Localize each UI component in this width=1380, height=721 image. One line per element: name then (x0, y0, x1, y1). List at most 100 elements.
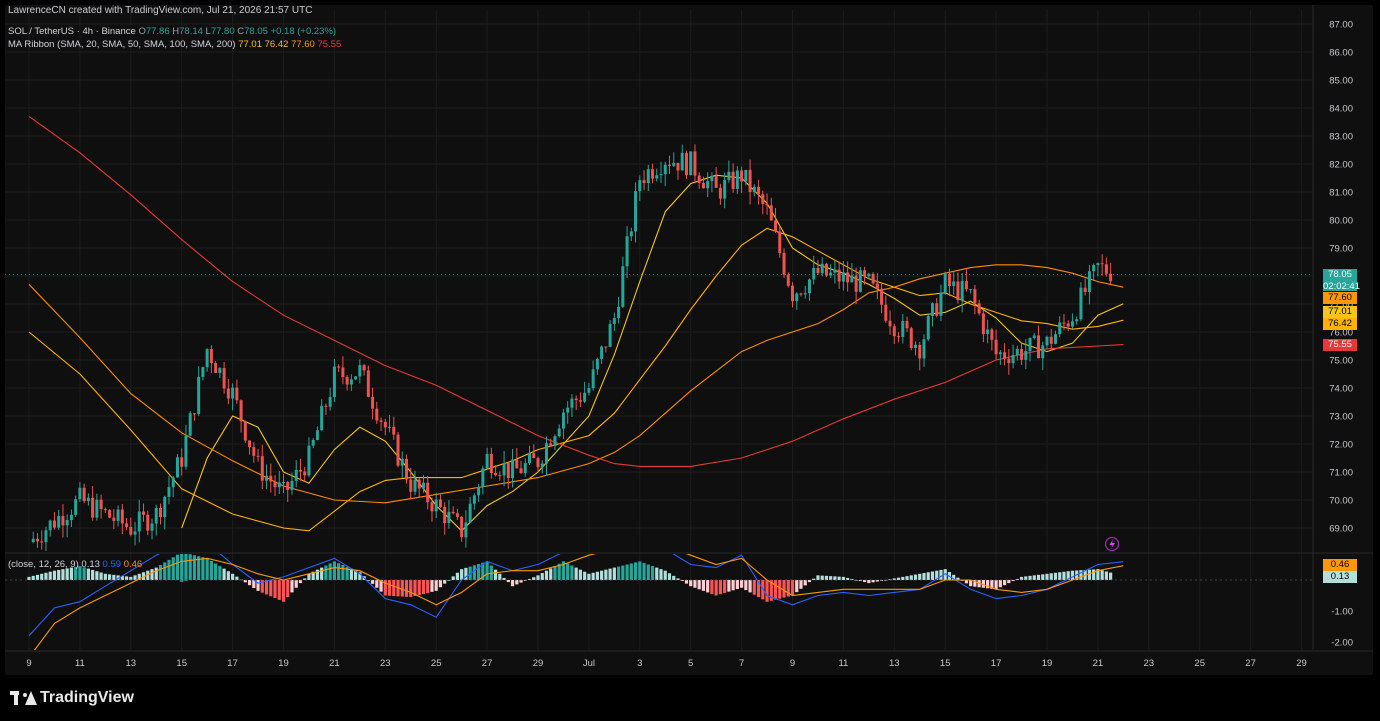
candle-body (86, 497, 90, 502)
candle-body (693, 151, 697, 176)
candle-body (600, 346, 604, 359)
macd-hist-bar (180, 554, 184, 582)
candle-body (265, 475, 269, 481)
chart-legend: SOL / TetherUS · 4h · Binance O77.86 H78… (8, 26, 342, 50)
price-tick-label: 86.00 (1329, 48, 1353, 59)
candle-body (337, 366, 341, 368)
candle-body (252, 447, 256, 456)
time-tick-label: 11 (838, 658, 848, 669)
candle-body (455, 513, 459, 517)
tradingview-brand[interactable]: TradingView (10, 689, 134, 707)
candle-body (502, 463, 506, 476)
candle-body (341, 367, 345, 378)
ma-ribbon-label[interactable]: MA Ribbon (SMA, 20, SMA, 50, SMA, 100, S… (8, 39, 236, 50)
candle-body (540, 463, 544, 468)
candle-body (930, 303, 934, 317)
macd-hist-bar (298, 580, 303, 584)
candle-body (774, 220, 778, 232)
candle-body (939, 292, 943, 316)
candle-body (438, 499, 442, 508)
macd-hist-bar (642, 562, 646, 580)
macd-hist-bar (31, 575, 35, 580)
macd-hist-bar (69, 567, 74, 580)
candle-body (269, 475, 273, 482)
candle-body (163, 496, 167, 518)
candle-body (197, 376, 201, 414)
candle-body (672, 162, 676, 166)
macd-hist-bar (426, 580, 430, 593)
time-tick-label: 13 (126, 658, 137, 669)
candle-body (460, 516, 464, 538)
candle-body (78, 487, 82, 500)
macd-hist-bar (964, 580, 969, 584)
candle-body (214, 363, 218, 373)
macd-hist-value: 0.13 (81, 559, 100, 570)
macd-hist-bar (561, 561, 566, 580)
macd-hist-bar (481, 562, 485, 580)
candle-body (311, 440, 315, 446)
macd-hist-bar (57, 569, 61, 580)
macd-hist-bar (273, 580, 277, 599)
low-value: 77.80 (210, 26, 235, 37)
macd-hist-bar (345, 566, 349, 580)
time-tick-label: 9 (790, 658, 795, 669)
candle-body (723, 179, 727, 199)
macd-hist-bar (1079, 570, 1083, 580)
macd-hist-bar (438, 580, 443, 588)
macd-params[interactable]: (close, 12, 26, 9) (8, 559, 79, 570)
candle-body (371, 396, 375, 409)
macd-hist-bar (137, 573, 141, 580)
macd-hist-bar (44, 572, 48, 580)
candle-body (884, 304, 888, 321)
macd-hist-bar (892, 578, 896, 580)
macd-hist-bar (477, 563, 481, 580)
candle-body (320, 405, 324, 431)
candle-body (977, 303, 981, 314)
macd-hist-bar (765, 580, 769, 602)
macd-hist-bar (714, 580, 718, 596)
candle-body (608, 323, 612, 347)
macd-hist-bar (790, 580, 795, 596)
candle-body (1011, 354, 1015, 364)
time-tick-label: 23 (380, 658, 391, 669)
time-tick-label: Jul (583, 658, 595, 669)
macd-hist-bar (184, 554, 188, 581)
symbol-label[interactable]: SOL / TetherUS · 4h · Binance (8, 26, 136, 37)
macd-hist-bar (141, 572, 146, 580)
candle-body (515, 459, 519, 469)
candle-body (1032, 335, 1036, 338)
candle-body (926, 316, 930, 340)
ma-line-sma20 (181, 174, 1124, 532)
macd-hist-bar (320, 567, 324, 580)
macd-hist-bar (370, 580, 375, 584)
macd-hist-bar (129, 576, 133, 580)
candle-body (634, 191, 638, 232)
macd-tick-label: -2.00 (1331, 638, 1353, 649)
candle-body (523, 463, 527, 474)
macd-hist-bar (1024, 576, 1028, 580)
candle-body (116, 509, 120, 521)
candle-body (875, 283, 879, 289)
candle-body (358, 365, 362, 377)
candle-body (447, 511, 451, 524)
macd-hist-bar (706, 580, 710, 593)
macd-hist-bar (74, 566, 78, 580)
macd-hist-bar (799, 580, 803, 589)
candle-body (625, 236, 629, 267)
macd-signal-value: 0.46 (123, 559, 143, 570)
candle-body (583, 392, 587, 402)
macd-hist-bar (612, 567, 616, 580)
macd-hist-bar (633, 562, 638, 580)
candle-body (973, 289, 977, 304)
lightning-icon (1104, 536, 1120, 552)
macd-hist-bar (803, 580, 807, 586)
sma200-value: 75.55 (317, 39, 342, 50)
candle-body (1007, 358, 1011, 364)
candle-body (248, 440, 252, 448)
candle-body (511, 459, 515, 479)
macd-hist-bar (939, 569, 943, 580)
macd-hist-bar (91, 569, 95, 580)
macd-hist-bar (464, 567, 468, 580)
macd-hist-bar (735, 580, 739, 590)
